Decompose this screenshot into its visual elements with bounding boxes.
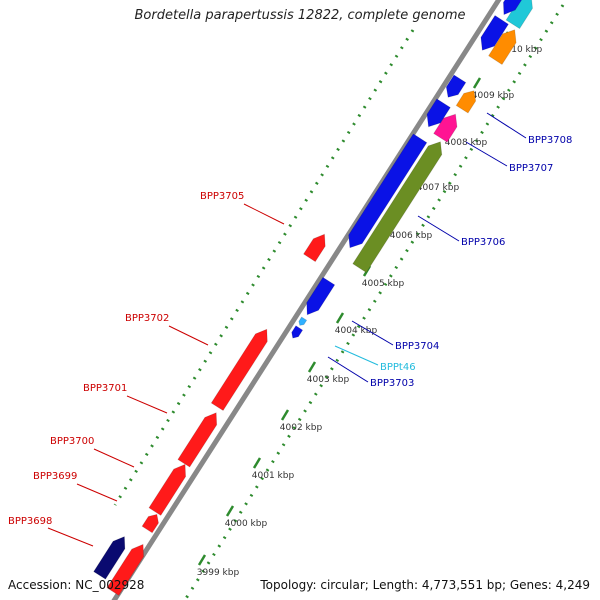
gene-label-leader — [486, 112, 527, 139]
gene-label-leader — [417, 215, 460, 242]
gene-label: BPP3700 — [50, 436, 94, 447]
tick-layer: 3999 kbp 4000 kbp 4001 kbp 4002 kbp 4003 kbp… — [197, 31, 543, 578]
gene-label-leader — [76, 483, 118, 502]
scale-tick-label: 4002 kbp — [280, 423, 323, 433]
gene-arrow-bpp3705 — [303, 233, 326, 263]
scale-tick-label: 4003 kbp — [307, 375, 350, 385]
gene-arrow-navy — [93, 536, 126, 580]
gene-label-leader — [93, 448, 135, 468]
feature-layer — [93, 0, 533, 596]
gene-label: BPP3703 — [370, 378, 414, 389]
gene-arrow-bpp3708 — [455, 90, 477, 114]
gene-label-leader — [47, 527, 94, 547]
outer-dotted-guide — [113, 29, 415, 506]
scale-tick-label: 4004 kbp — [335, 326, 378, 336]
scale-tick — [335, 312, 345, 324]
gene-arrow-bppt46 — [298, 316, 308, 326]
gene-label: BPP3702 — [125, 313, 169, 324]
scale-tick-label: 4006 kbp — [390, 231, 433, 241]
gene-arrow-bpp3704 — [306, 276, 336, 316]
gene-label: BPP3701 — [83, 383, 127, 394]
gene-arrow-bpp3700 — [177, 412, 218, 468]
gene-label-leader — [334, 345, 379, 366]
scale-tick-label: 4000 kbp — [225, 519, 268, 529]
gene-label-leader — [327, 356, 369, 383]
gene-label: BPP3705 — [200, 191, 244, 202]
gene-arrow-orange-4010 — [488, 29, 517, 66]
scale-tick — [280, 409, 290, 421]
backbone-layer — [111, 0, 565, 600]
scale-tick-label: 4007 kbp — [417, 183, 460, 193]
gene-label-leader — [465, 141, 508, 167]
figure-title: Bordetella parapertussis 12822, complete… — [134, 8, 466, 23]
gene-arrow-bpp3707 — [433, 113, 458, 143]
scale-tick-label: 4009 kbp — [472, 91, 515, 101]
scale-tick-label: 4005 kbp — [362, 279, 405, 289]
gene-arrow-bpp3698 — [106, 543, 145, 596]
gene-label: BPP3698 — [8, 516, 52, 527]
label-layer: BPP3698 BPP3699 BPP3700 BPP3701 BPP3702 BPP37… — [8, 112, 572, 547]
scale-tick — [252, 457, 262, 469]
gene-label: BPP3704 — [395, 341, 439, 352]
gene-label-leader — [126, 395, 168, 414]
gene-label-leader — [351, 320, 394, 346]
gene-label-leader — [168, 325, 209, 346]
scale-tick-label: 4010 kbp — [500, 45, 543, 55]
gene-label: BPP3707 — [509, 163, 553, 174]
scale-tick — [197, 554, 207, 566]
gene-arrow-olive — [352, 141, 443, 274]
gene-arrow-bpp3703 — [291, 325, 304, 339]
gene-label-leader — [243, 203, 285, 225]
gene-arrow-blue-4008 — [426, 98, 451, 128]
gene-arrow-bpp3699 — [148, 463, 187, 516]
summary-text: Topology: circular; Length: 4,773,551 bp… — [260, 578, 590, 592]
genome-backbone — [111, 0, 502, 600]
gene-arrow-bpp3699-small — [141, 513, 159, 534]
scale-tick-label: 3999 kbp — [197, 568, 240, 578]
gene-label: BPP3708 — [528, 135, 572, 146]
scale-tick — [472, 77, 482, 89]
scale-tick — [307, 361, 317, 373]
gene-label: BPP3699 — [33, 471, 77, 482]
gene-arrow-blue-4010 — [480, 14, 509, 51]
scale-tick — [225, 505, 235, 517]
accession-text: Accession: NC_002928 — [8, 578, 145, 592]
gene-label: BPP3706 — [461, 237, 505, 248]
gene-arrow-blue-4009 — [445, 74, 467, 98]
gene-arrow-cyan — [505, 0, 533, 30]
gene-arrow-bpp3706 — [348, 133, 428, 249]
scale-tick-label: 4008 kbp — [445, 138, 488, 148]
gene-arrow-blue-top — [502, 0, 523, 16]
gene-arrow-bpp3702 — [210, 328, 268, 412]
scale-tick-label: 4001 kbp — [252, 471, 295, 481]
gene-label: BPPt46 — [380, 362, 416, 373]
